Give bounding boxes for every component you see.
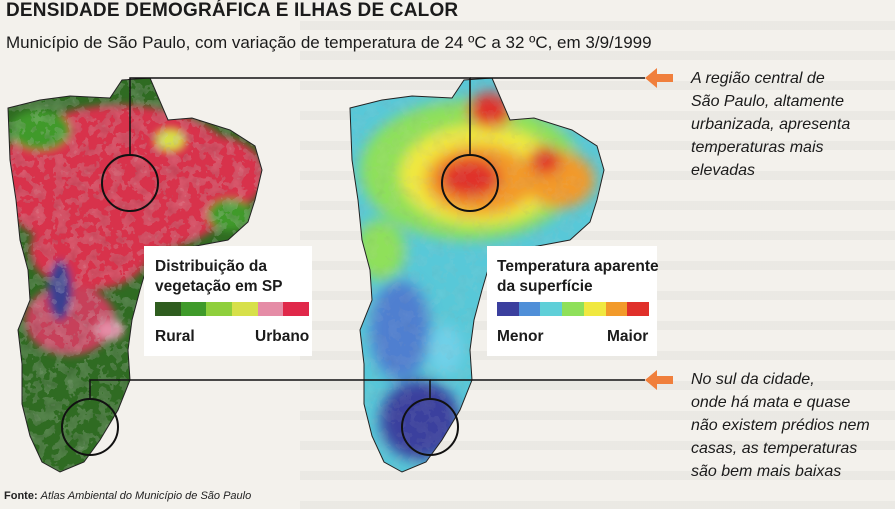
temperature-scale-swatch [605,302,628,316]
south-annotation-line: onde há mata e quase [691,394,851,411]
page-subtitle: Município de São Paulo, com variação de … [6,33,652,52]
temperature-legend-title: Temperatura aparente da superfície [497,257,659,297]
north-arrow-icon [645,68,673,88]
vegetation-scale-swatch [232,302,258,316]
temperature-legend-title-line2: da superfície [497,278,593,295]
temperature-high-label: Maior [607,328,649,345]
temperature-scale-swatch [497,302,519,316]
source-credit: Fonte: Atlas Ambiental do Município de S… [4,490,251,502]
page-title: DENSIDADE DEMOGRÁFICA E ILHAS DE CALOR [6,0,459,21]
vegetation-legend-title: Distribuição da vegetação em SP [155,257,283,297]
south-annotation: No sul da cidade, onde há mata e quase n… [691,368,870,483]
vegetation-scale-swatch [283,302,310,316]
source-label: Fonte: [4,490,38,502]
temperature-scale-swatch [540,302,563,316]
temperature-scale-swatch [583,302,606,316]
south-annotation-line: casas, as temperaturas [691,440,858,457]
vegetation-scale-swatch [206,302,233,316]
source-text: Atlas Ambiental do Município de São Paul… [40,490,252,502]
north-annotation-line: temperaturas mais [691,139,824,156]
vegetation-low-label: Rural [155,328,195,345]
vegetation-scale-swatch [180,302,207,316]
south-annotation-line: não existem prédios nem [691,417,870,434]
temperature-legend-panel [487,246,657,356]
temperature-scale-swatch [562,302,584,316]
south-annotation-line: são bem mais baixas [691,463,842,480]
north-annotation-line: urbanizada, apresenta [691,116,851,133]
north-annotation-line: A região central de [691,70,825,87]
vegetation-legend-panel [144,246,312,356]
north-annotation-line: São Paulo, altamente [691,93,844,110]
temperature-scale-bar [497,302,650,316]
temperature-scale-swatch [518,302,541,316]
south-arrow-icon [645,370,673,390]
temperature-low-label: Menor [497,328,544,345]
south-annotation-line: No sul da cidade, [691,371,815,388]
temperature-scale-swatch [627,302,650,316]
vegetation-scale-swatch [155,302,181,316]
maps-figure [7,77,657,473]
vegetation-high-label: Urbano [255,328,310,345]
vegetation-legend-title-line2: vegetação em SP [155,278,283,295]
north-annotation: A região central de São Paulo, altamente… [691,67,850,182]
callout-lines [61,77,645,456]
vegetation-scale-swatch [257,302,284,316]
vegetation-scale-bar [155,302,310,316]
vegetation-legend-title-line1: Distribuição da [155,258,267,275]
temperature-legend-title-line1: Temperatura aparente [497,258,659,275]
north-annotation-line: elevadas [691,162,756,179]
